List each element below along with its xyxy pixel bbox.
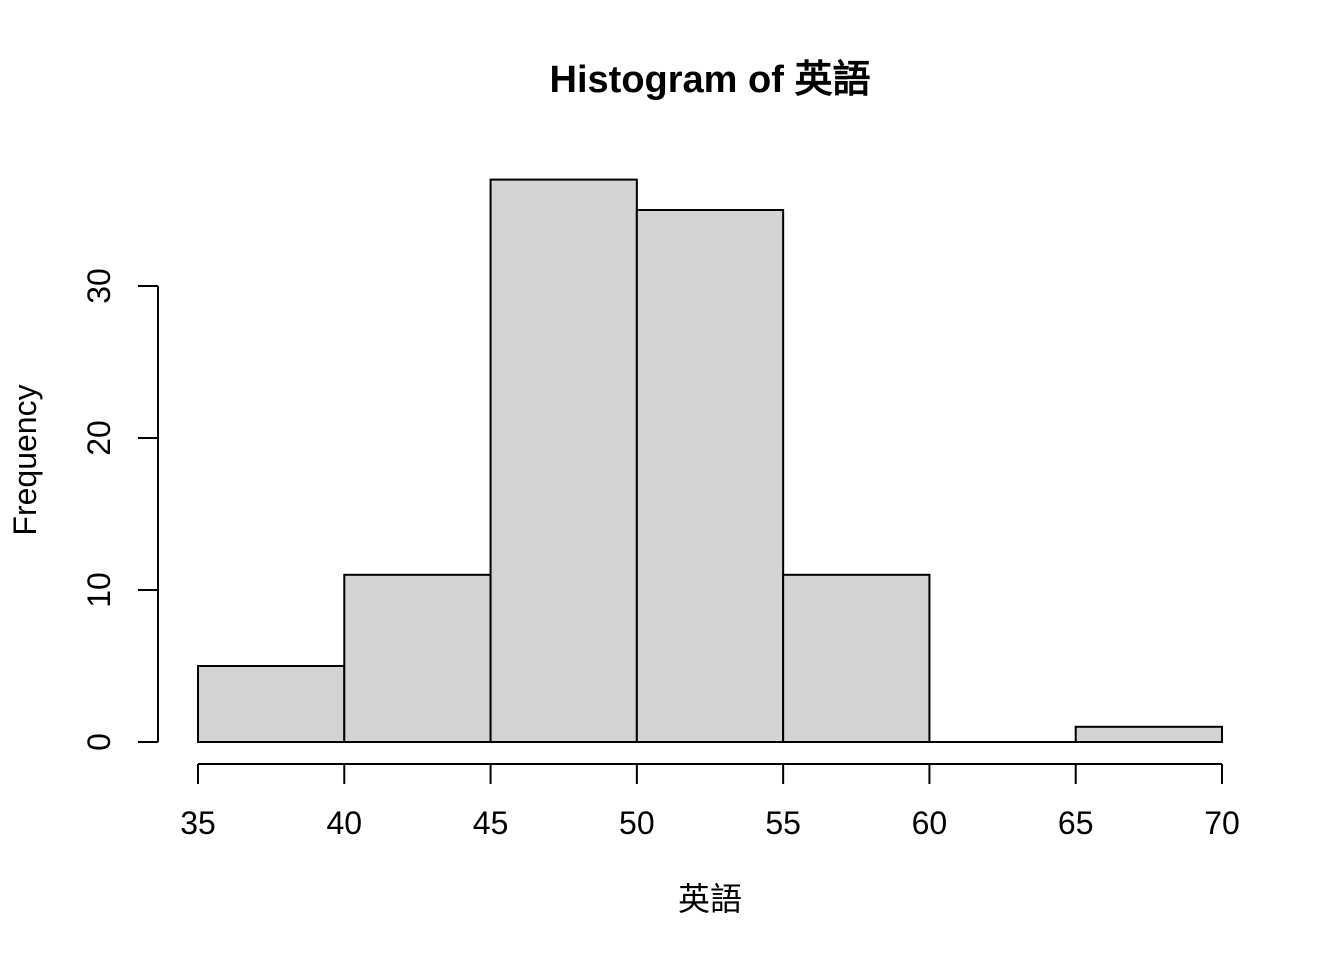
histogram-bar <box>489 178 638 744</box>
y-tick-label: 30 <box>81 268 117 304</box>
x-tick-label: 60 <box>912 805 948 841</box>
x-tick-label: 65 <box>1058 805 1094 841</box>
x-axis-label: 英語 <box>678 881 742 917</box>
chart-title: Histogram of 英語 <box>550 59 871 101</box>
histogram-bar <box>343 573 492 743</box>
x-tick-label: 35 <box>180 805 216 841</box>
y-axis-label: Frequency <box>7 384 43 535</box>
histogram-bar <box>635 209 785 743</box>
y-axis: 0 10 20 30 <box>81 268 159 751</box>
x-tick-label: 40 <box>326 805 362 841</box>
histogram-bar <box>782 573 931 743</box>
y-tick-label: 10 <box>81 572 117 608</box>
histogram-bar <box>197 665 346 743</box>
y-tick-label: 0 <box>81 733 117 751</box>
bars-group <box>197 178 1223 744</box>
x-tick-label: 50 <box>619 805 655 841</box>
x-axis: 35 40 45 50 55 60 65 70 <box>180 763 1240 841</box>
x-ticks: 35 40 45 50 55 60 65 70 <box>180 764 1240 841</box>
x-tick-label: 55 <box>765 805 801 841</box>
y-tick-label: 20 <box>81 420 117 456</box>
x-tick-label: 70 <box>1204 805 1240 841</box>
y-ticks: 0 10 20 30 <box>81 268 158 751</box>
x-tick-label: 45 <box>473 805 509 841</box>
histogram-bar <box>1074 725 1223 743</box>
